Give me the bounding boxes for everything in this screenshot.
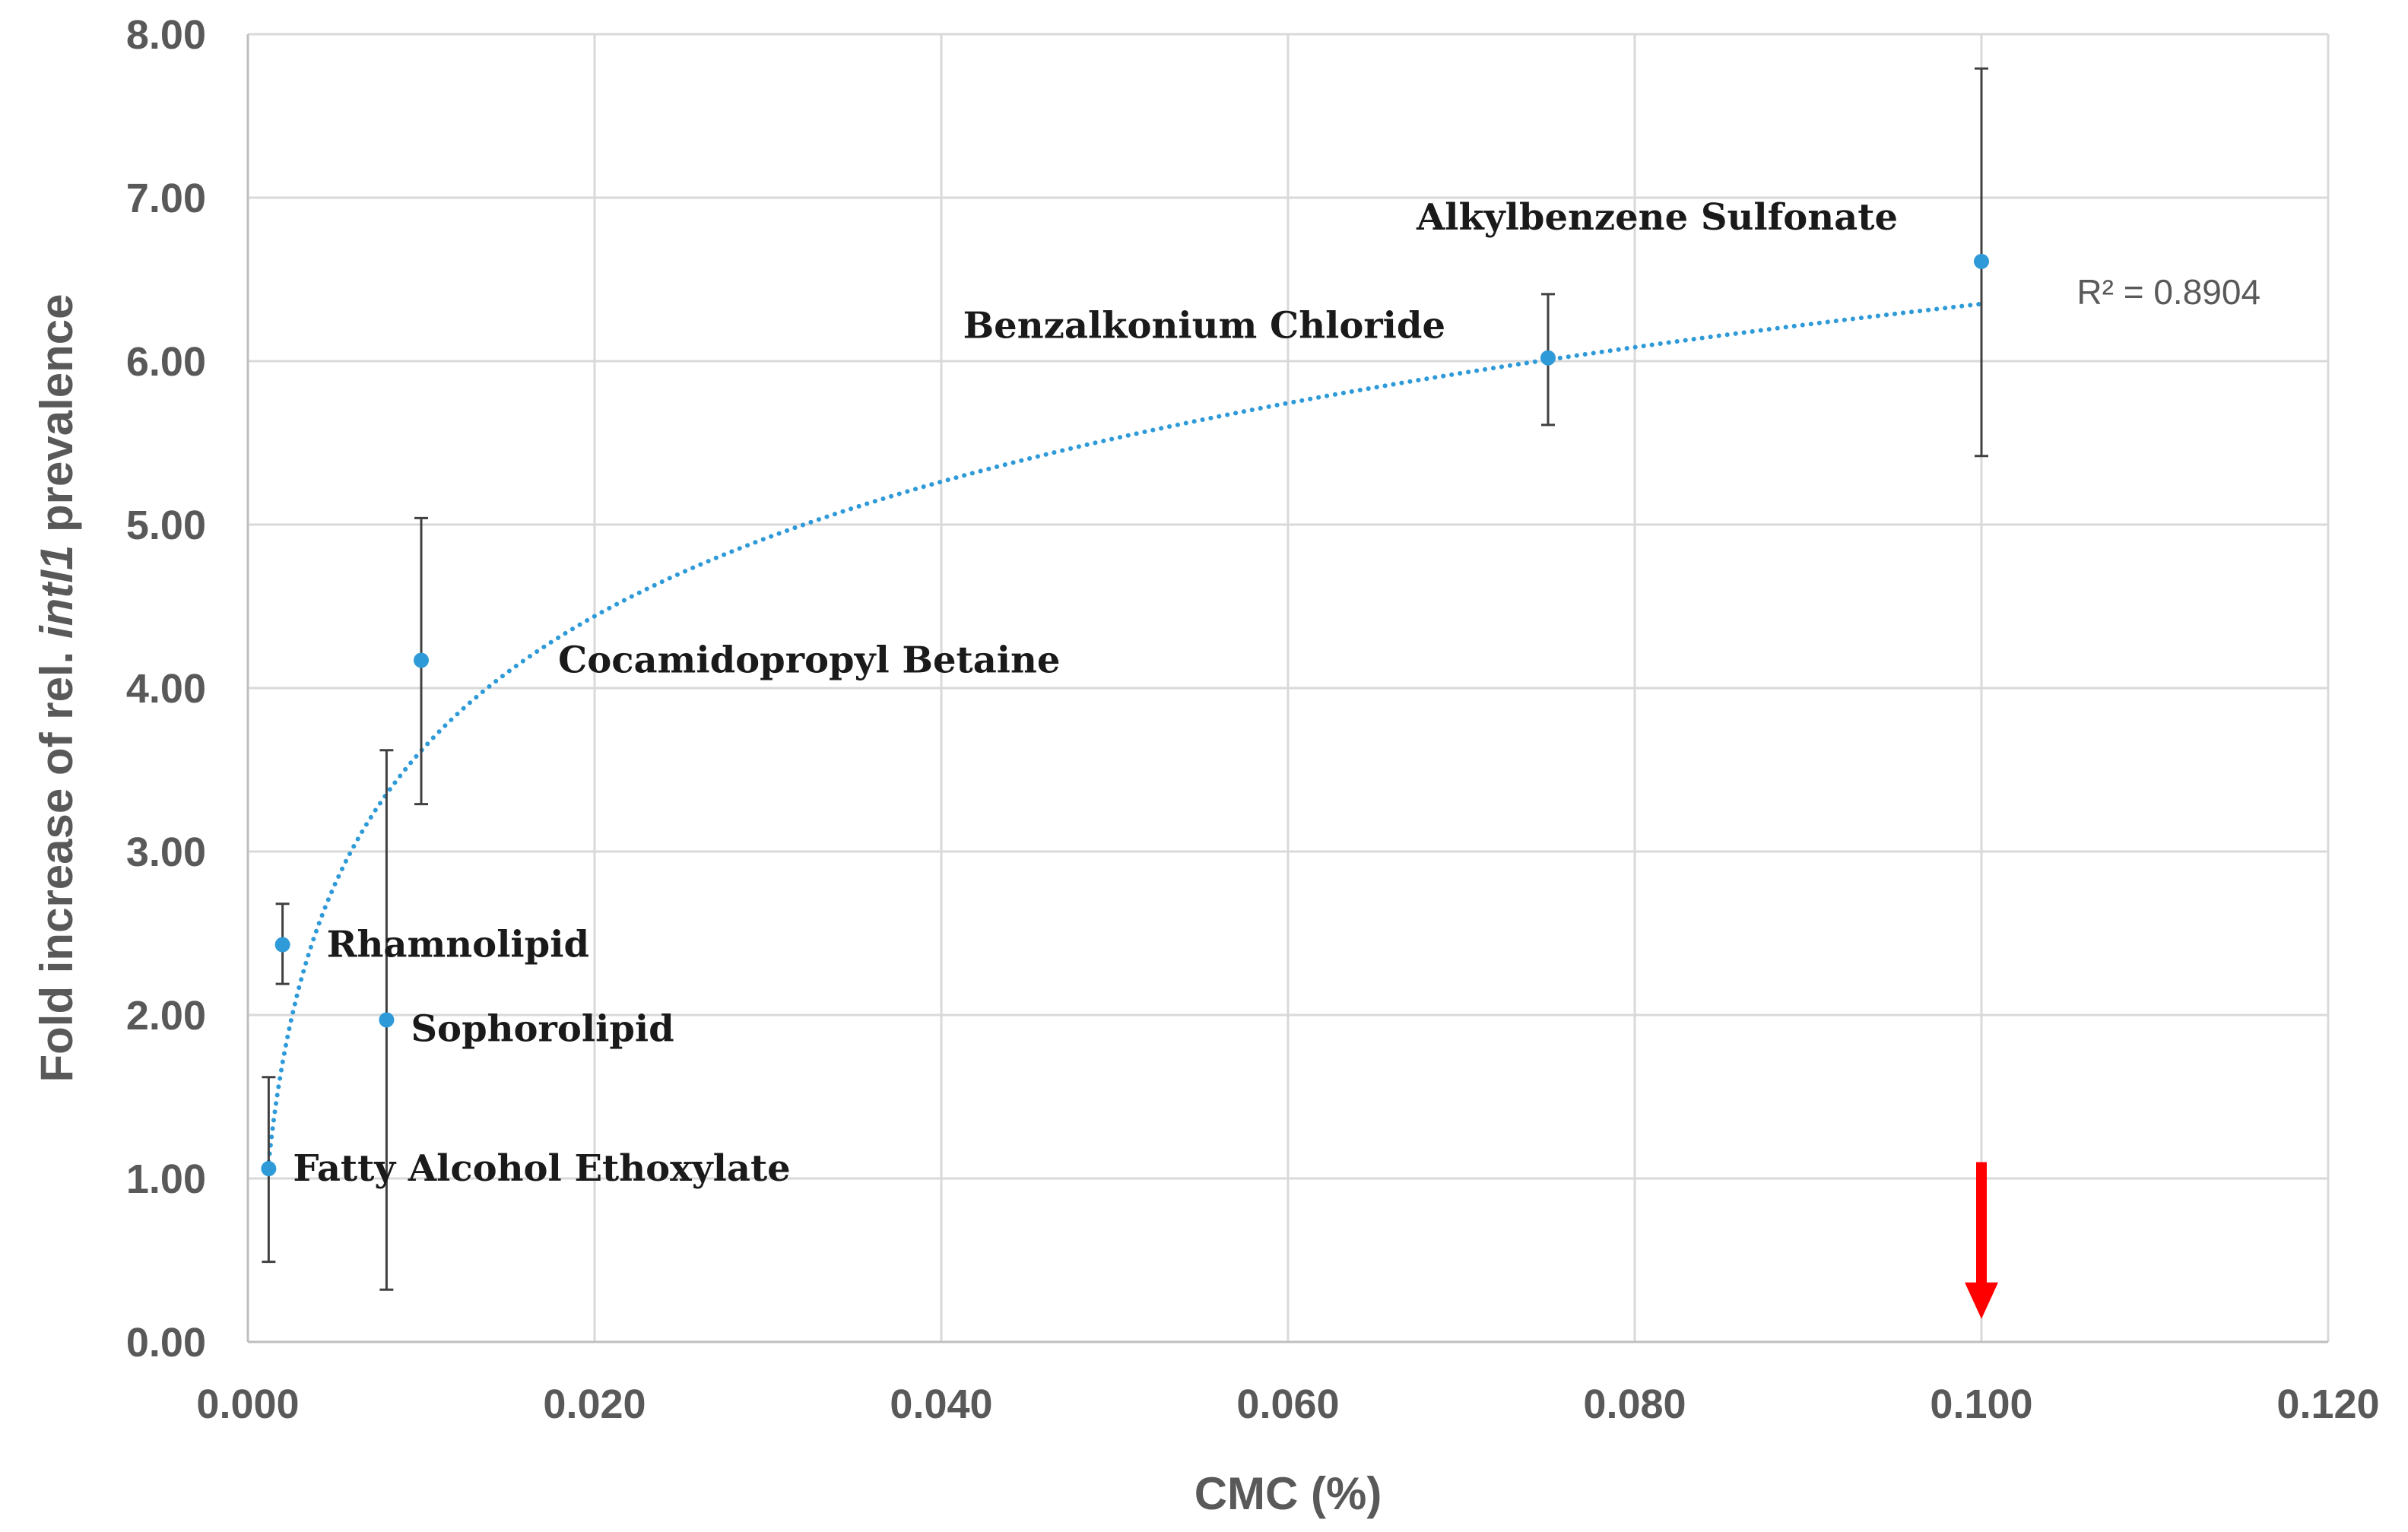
y-axis-title-suffix: prevalence: [31, 293, 82, 544]
x-tick-label: 0.100: [1930, 1381, 2032, 1427]
y-axis-title: Fold increase of rel. intI1 prevalence: [31, 293, 82, 1082]
y-tick-label: 3.00: [126, 829, 206, 875]
x-tick-label: 0.040: [890, 1381, 992, 1427]
point-label: Benzalkonium Chloride: [963, 305, 1445, 347]
trendline-layer: [266, 301, 1984, 1165]
r-squared-label: R² = 0.8904: [2076, 272, 2260, 312]
red-arrow-head: [1965, 1282, 1998, 1319]
y-tick-label: 0.00: [126, 1320, 206, 1365]
data-points: [261, 253, 1989, 1177]
arrow-layer: [1965, 1162, 1998, 1319]
point-label: Cocamidopropyl Betaine: [558, 639, 1060, 681]
data-point: [414, 652, 429, 668]
point-label: Sophorolipid: [411, 1007, 674, 1050]
y-tick-label: 2.00: [126, 993, 206, 1039]
point-labels: Fatty Alcohol Ethoxylate Rhamnolipid Sopho…: [293, 196, 1898, 1190]
x-tick-label: 0.060: [1236, 1381, 1339, 1427]
trendline: [266, 301, 1984, 1165]
x-tick-label: 0.120: [2276, 1381, 2379, 1427]
x-tick-label: 0.000: [196, 1381, 299, 1427]
point-label: Fatty Alcohol Ethoxylate: [293, 1147, 790, 1190]
data-point: [261, 1161, 277, 1177]
error-bars: [262, 67, 1988, 1291]
x-axis-title: CMC (%): [1194, 1468, 1382, 1519]
y-tick-label: 8.00: [126, 12, 206, 58]
data-point: [1540, 350, 1556, 366]
y-tick-label: 4.00: [126, 666, 206, 712]
y-tick-label: 7.00: [126, 176, 206, 221]
point-label: Alkylbenzene Sulfonate: [1416, 196, 1898, 239]
x-tick-label: 0.080: [1583, 1381, 1686, 1427]
y-axis-title-prefix: Fold increase of rel.: [31, 639, 82, 1083]
data-point: [274, 937, 290, 953]
y-tick-label: 1.00: [126, 1156, 206, 1202]
data-point: [379, 1012, 395, 1028]
y-tick-label: 6.00: [126, 339, 206, 385]
grid: [248, 33, 2330, 1342]
data-point: [1974, 253, 1989, 269]
point-label: Rhamnolipid: [327, 924, 589, 966]
y-axis-title-gene: intI1: [31, 545, 82, 639]
y-tick-label: 5.00: [126, 503, 206, 548]
x-tick-label: 0.020: [543, 1381, 646, 1427]
axes: 0.000 0.020 0.040 0.060 0.080 0.100 0.120 0.00 1…: [126, 12, 2380, 1427]
